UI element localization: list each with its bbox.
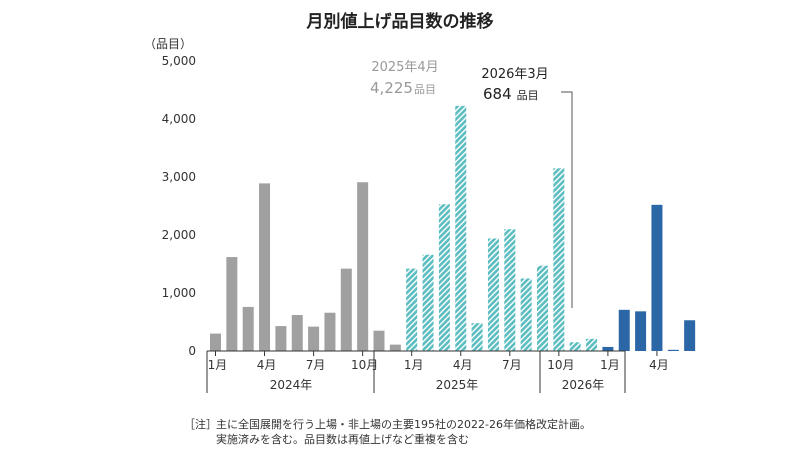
bar-2025年-12	[586, 338, 598, 351]
year-label: 2026年	[562, 378, 605, 392]
bar-2025年-6	[487, 238, 499, 351]
annotation-leader-line	[561, 91, 573, 308]
month-tick-label: 10月	[547, 358, 574, 372]
bar-2025年-5	[471, 323, 483, 351]
bar-2024年-7	[308, 326, 320, 351]
bar-2025年-2	[422, 254, 434, 351]
bar-2025年-8	[520, 278, 532, 351]
year-label: 2025年	[436, 378, 479, 392]
bar-2024年-12	[389, 344, 401, 351]
bar-2024年-4	[259, 183, 271, 351]
month-tick-label: 4月	[649, 358, 669, 372]
month-tick-label: 1月	[600, 358, 620, 372]
bar-2026年-2	[618, 309, 630, 351]
chart-title: 月別値上げ品目数の推移	[306, 11, 494, 32]
month-tick-label: 7月	[502, 358, 522, 372]
bar-2024年-9	[340, 268, 352, 351]
month-tick-label: 7月	[306, 358, 326, 372]
y-axis-label: （品目）	[144, 37, 192, 51]
bar-2026年-6	[684, 320, 696, 351]
bar-2025年-1	[406, 268, 418, 351]
bar-2024年-11	[373, 330, 385, 351]
annotation-2026-03-label: 2026年3月	[481, 67, 548, 82]
bar-2025年-11	[569, 342, 581, 351]
bar-2026年-3	[635, 311, 647, 351]
annotation-2025-04-value: 4,225品目	[370, 79, 436, 97]
bar-2026年-4	[651, 204, 663, 351]
bar-2026年-5	[667, 349, 679, 351]
bar-2024年-6	[291, 315, 303, 351]
footnote-line1: 主に全国展開を行う上場・非上場の主要195社の2022-26年価格改定計画。	[216, 417, 591, 431]
bar-2025年-10	[553, 168, 565, 351]
bar-2024年-1	[210, 333, 221, 351]
y-tick-label: 0	[188, 344, 196, 358]
month-tick-label: 10月	[351, 358, 378, 372]
bar-2024年-8	[324, 312, 336, 351]
bar-2025年-3	[438, 204, 450, 351]
footnote-tag: ［注］	[184, 417, 217, 431]
y-tick-label: 2,000	[162, 228, 196, 242]
bar-2024年-3	[242, 306, 254, 351]
y-tick-label: 4,000	[162, 112, 196, 126]
month-tick-label: 4月	[453, 358, 473, 372]
annotation-2026-03-value: 684 品目	[483, 85, 539, 103]
month-tick-label: 4月	[257, 358, 277, 372]
y-tick-label: 3,000	[162, 170, 196, 184]
bar-2024年-10	[357, 182, 369, 351]
footnote-line2: 実施済みを含む。品目数は再値上げなど重複を含む	[216, 432, 469, 446]
bar-2026年-1	[602, 346, 614, 351]
bar-2025年-7	[504, 229, 516, 351]
y-tick-label: 1,000	[162, 286, 196, 300]
bar-2025年-9	[537, 265, 548, 351]
bar-2024年-2	[226, 257, 238, 351]
month-tick-label: 1月	[404, 358, 424, 372]
bar-2025年-4	[455, 105, 467, 351]
y-tick-label: 5,000	[162, 54, 196, 68]
year-label: 2024年	[270, 378, 313, 392]
bar-2024年-5	[275, 326, 287, 351]
month-tick-label: 1月	[208, 358, 228, 372]
annotation-2025-04-label: 2025年4月	[371, 60, 438, 75]
